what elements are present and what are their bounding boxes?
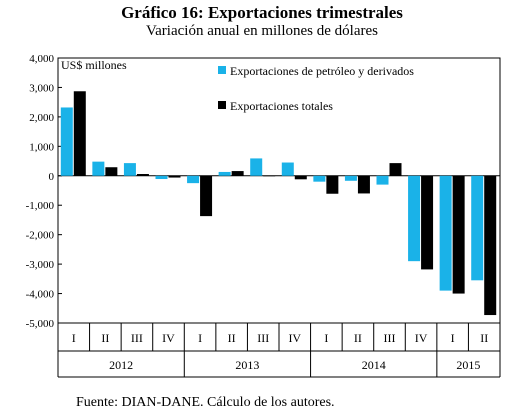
bar-oil (471, 175, 484, 281)
bar-oil (281, 162, 294, 176)
legend-swatch-oil (218, 66, 226, 74)
bar-total (105, 167, 118, 176)
quarter-label: IV (288, 331, 301, 345)
bar-oil (408, 175, 421, 262)
legend-label-oil: Exportaciones de petróleo y derivados (230, 64, 414, 78)
y-axis: 4,000 3,000 2,000 1,000 0 -1,000 -2,000 -3,000 -… (26, 53, 62, 330)
chart-title: Gráfico 16: Exportaciones trimestrales (121, 3, 403, 22)
bar-oil (218, 171, 231, 176)
y-tick-label: 4,000 (29, 53, 54, 65)
y-tick-label: -1,000 (26, 200, 55, 212)
bar-oil (123, 163, 136, 176)
y-tick-label: 3,000 (29, 82, 54, 94)
plot-frame (57, 57, 501, 378)
y-tick-label: -5,000 (26, 318, 55, 330)
bar-total (231, 171, 244, 176)
quarter-label: III (257, 331, 269, 345)
y-tick-label: 1,000 (29, 141, 54, 153)
bar-oil (344, 175, 357, 181)
bar-total (452, 175, 465, 294)
y-tick-label: -3,000 (26, 259, 55, 271)
bar-total (263, 175, 276, 177)
bar-total (168, 175, 181, 178)
quarter-label: I (451, 331, 455, 345)
year-label: 2015 (456, 358, 480, 372)
bar-oil (60, 107, 73, 176)
y-tick-label: 2,000 (29, 112, 54, 124)
bar-oil (92, 161, 105, 176)
quarter-label: I (324, 331, 328, 345)
bar-chart: 4,000 3,000 2,000 1,000 0 -1,000 -2,000 -3,000 -… (26, 53, 501, 378)
legend-label-total: Exportaciones totales (230, 99, 333, 113)
quarter-label: III (384, 331, 396, 345)
quarter-label: II (354, 331, 362, 345)
y-tick-label: 0 (49, 171, 55, 183)
plot-border (57, 57, 501, 324)
unit-label: US$ millones (61, 58, 127, 72)
bar-oil (187, 175, 200, 184)
bar-oil (250, 158, 263, 176)
quarter-label: III (131, 331, 143, 345)
legend: Exportaciones de petróleo y derivados Exp… (218, 64, 414, 113)
quarter-label: II (480, 331, 488, 345)
bar-oil (439, 175, 452, 291)
bar-total (73, 91, 86, 176)
quarter-label: I (72, 331, 76, 345)
bar-oil (313, 175, 326, 182)
source-note: Fuente: DIAN-DANE. Cálculo de los autore… (76, 395, 335, 410)
bar-total (294, 175, 307, 180)
y-tick-label: -4,000 (26, 289, 55, 301)
quarter-label: I (198, 331, 202, 345)
bar-oil (376, 175, 389, 185)
bar-total (200, 175, 213, 217)
quarter-label: IV (162, 331, 175, 345)
bar-oil (155, 175, 168, 180)
bar-total (136, 174, 149, 176)
quarter-label: II (101, 331, 109, 345)
bar-total (421, 175, 434, 270)
year-label: 2012 (109, 358, 133, 372)
quarter-label: II (228, 331, 236, 345)
bar-total (326, 175, 339, 194)
bar-total (389, 163, 402, 176)
bar-total (357, 175, 370, 194)
quarter-label: IV (415, 331, 428, 345)
chart-subtitle: Variación anual en millones de dólares (145, 23, 378, 39)
legend-swatch-total (218, 101, 226, 109)
bars (60, 91, 497, 316)
y-tick-label: -2,000 (26, 230, 55, 242)
bar-total (484, 175, 497, 316)
year-label: 2014 (362, 358, 386, 372)
year-label: 2013 (235, 358, 259, 372)
